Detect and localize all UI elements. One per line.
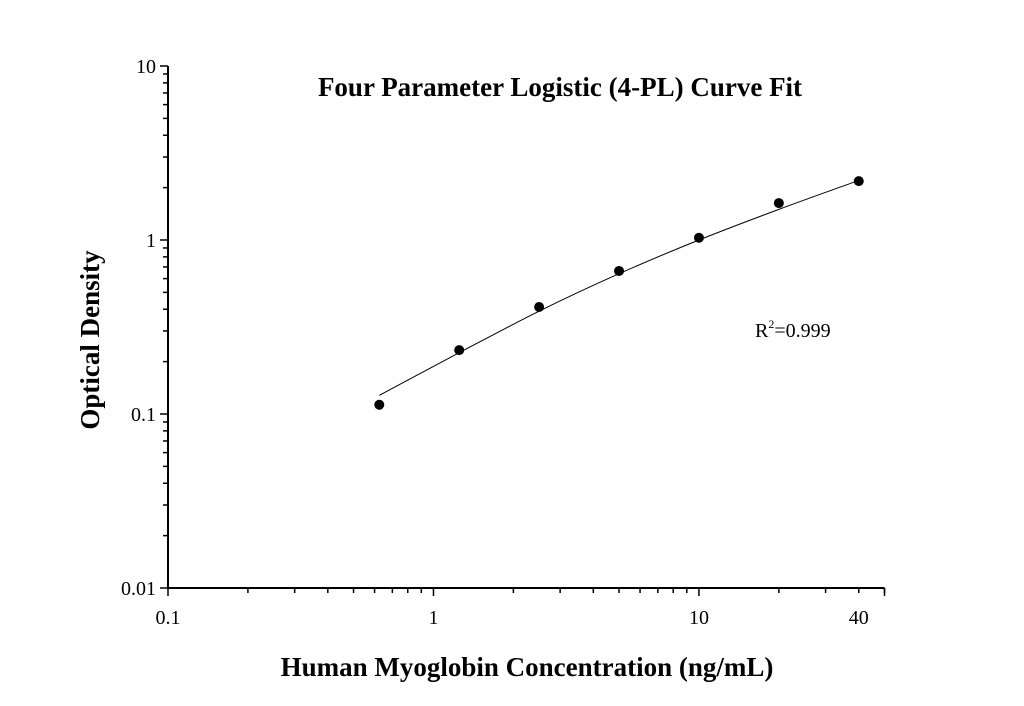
y-tick-label: 1 [146,230,156,252]
x-tick-label: 10 [689,607,709,629]
y-tick-label: 0.01 [121,578,156,600]
x-tick-label: 0.1 [156,607,181,629]
chart-title: Four Parameter Logistic (4-PL) Curve Fit [318,72,802,102]
data-point [374,399,385,410]
data-point [773,198,784,209]
y-tick-label: 0.1 [131,404,156,426]
data-point [853,176,864,187]
fit-curve-group [379,179,859,396]
r-squared-annotation: R2=0.999 [755,317,831,342]
data-point [693,232,704,243]
x-axis-label: Human Myoglobin Concentration (ng/mL) [281,652,774,682]
x-tick-label: 1 [428,607,438,629]
data-point [534,302,545,313]
y-tick-label: 10 [136,56,156,78]
y-axis-label: Optical Density [75,250,105,430]
fit-curve-line [379,179,859,396]
x-tick-label: 40 [849,607,869,629]
data-point [454,345,465,356]
data-points-group [374,176,864,410]
data-point [614,265,625,276]
